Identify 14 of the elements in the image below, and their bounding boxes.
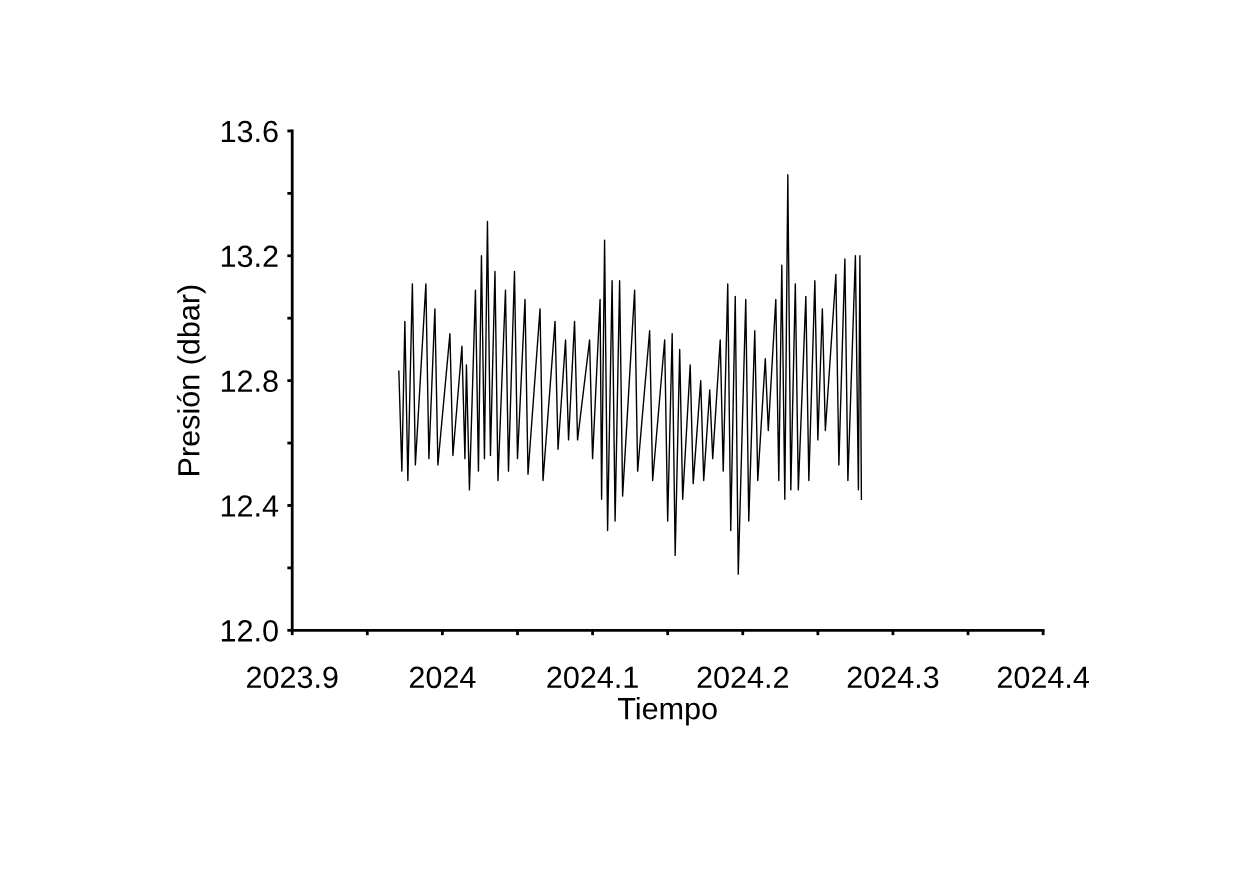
x-tick-label: 2023.9 <box>247 666 338 689</box>
y-tick-label: 12.0 <box>221 620 278 642</box>
x-tick-label: 2024.1 <box>547 666 638 689</box>
y-tick-label: 13.6 <box>221 120 278 143</box>
x-tick-label: 2024.3 <box>847 666 939 689</box>
line-series <box>398 173 863 575</box>
y-tick-label: 12.8 <box>221 370 278 392</box>
y-tick-label: 13.2 <box>221 245 278 268</box>
x-tick-label: 2024.2 <box>697 666 788 689</box>
x-axis-title: Tiempo <box>617 696 717 726</box>
y-tick-label: 12.4 <box>221 495 279 517</box>
y-axis-title: Presión (dbar) <box>176 285 206 475</box>
x-tick-label: 2024 <box>409 666 476 689</box>
x-tick-label: 2024.4 <box>997 666 1089 689</box>
